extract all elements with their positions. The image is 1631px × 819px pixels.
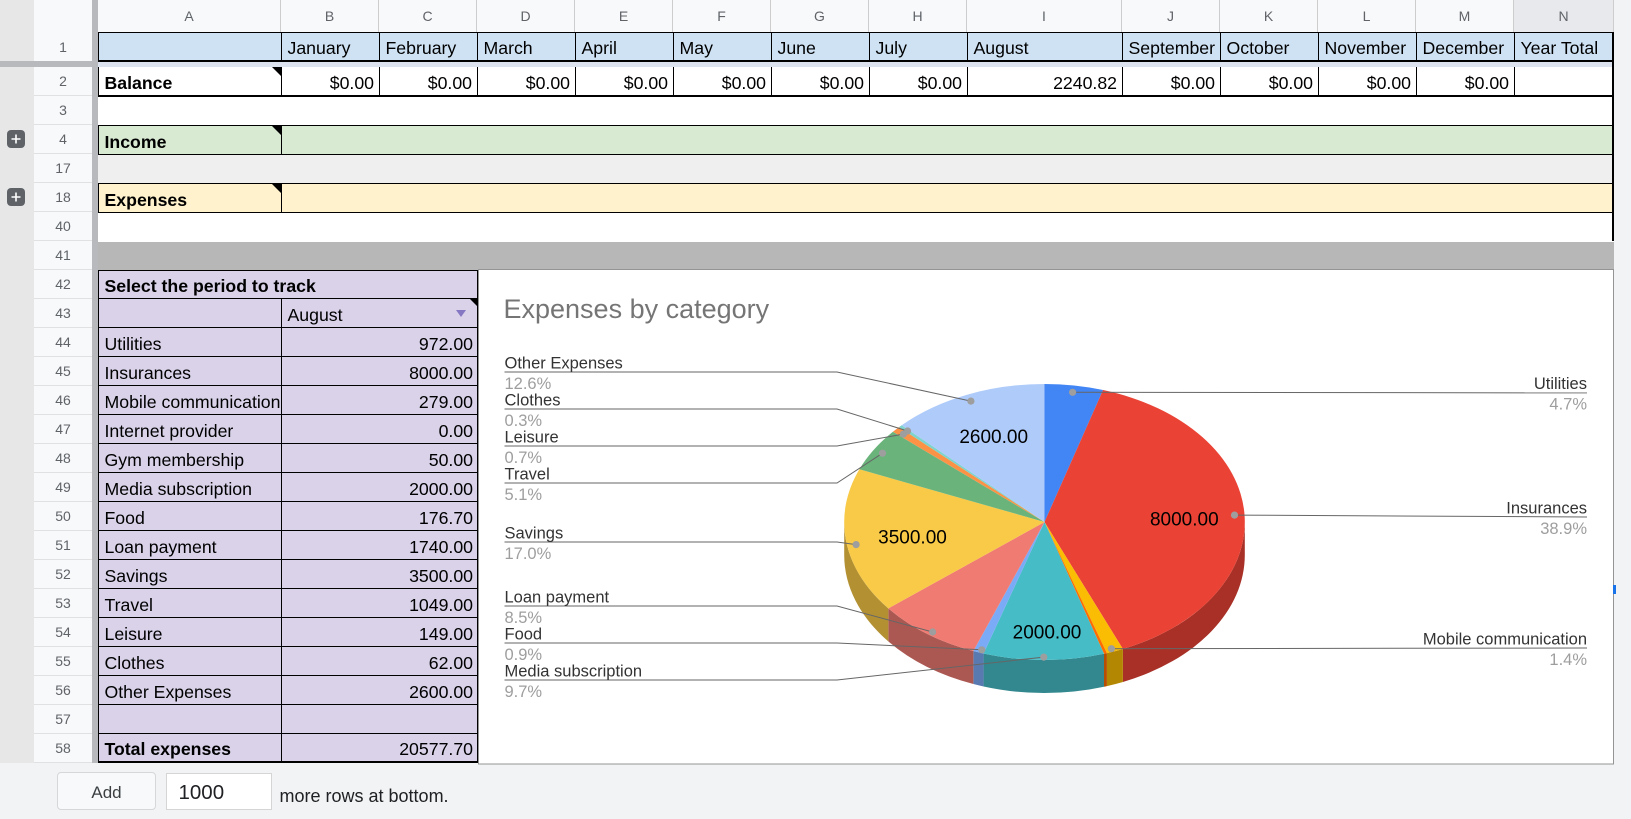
svg-text:9.7%: 9.7% [505,683,543,701]
svg-text:Leisure: Leisure [505,428,559,446]
svg-text:Expenses by category: Expenses by category [504,294,770,324]
svg-text:0.9%: 0.9% [505,646,543,664]
svg-text:0.7%: 0.7% [505,449,543,467]
svg-text:17.0%: 17.0% [505,545,552,563]
svg-text:5.1%: 5.1% [505,486,543,504]
svg-text:8.5%: 8.5% [505,609,543,627]
svg-text:Savings: Savings [505,524,564,542]
svg-text:3500.00: 3500.00 [878,528,947,549]
svg-text:12.6%: 12.6% [505,375,552,393]
svg-text:Mobile communication: Mobile communication [1423,630,1587,648]
svg-text:2600.00: 2600.00 [959,427,1028,448]
svg-text:Loan payment: Loan payment [505,588,610,606]
svg-text:Clothes: Clothes [505,391,561,409]
svg-text:Utilities: Utilities [1534,375,1587,393]
svg-text:0.3%: 0.3% [505,412,543,430]
svg-text:Other Expenses: Other Expenses [505,354,623,372]
svg-text:8000.00: 8000.00 [1150,510,1219,531]
svg-text:4.7%: 4.7% [1549,396,1587,414]
svg-text:Travel: Travel [505,465,550,483]
svg-text:Media subscription: Media subscription [505,662,643,680]
svg-text:Food: Food [505,625,543,643]
svg-text:Insurances: Insurances [1506,499,1587,517]
svg-text:2000.00: 2000.00 [1013,623,1082,644]
svg-text:38.9%: 38.9% [1540,520,1587,538]
svg-text:1.4%: 1.4% [1549,651,1587,669]
